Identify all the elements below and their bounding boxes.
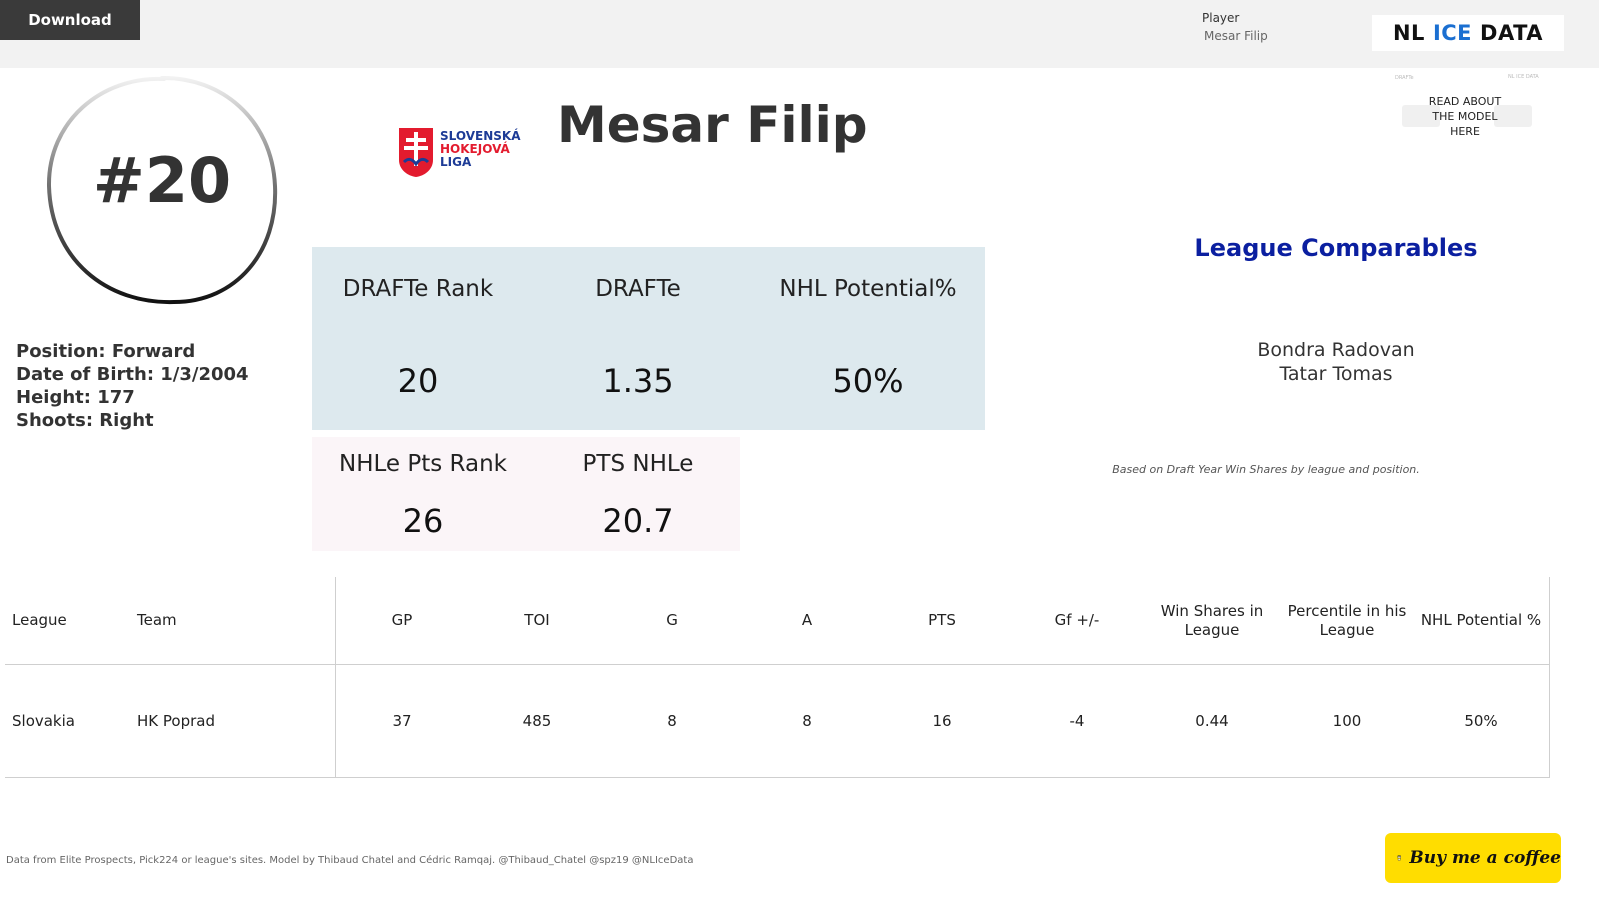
player-filter-label: Player: [1202, 11, 1240, 25]
league-comparables-note: Based on Draft Year Win Shares by league…: [1112, 463, 1420, 476]
draft-kpi-panel: [312, 247, 985, 430]
column-header-a: A: [801, 611, 813, 629]
cell-league: Slovakia: [12, 712, 75, 730]
download-button[interactable]: Download: [0, 0, 140, 40]
player-height: Height: 177: [16, 387, 135, 408]
column-header-g: G: [666, 611, 678, 629]
league-comparables-title: League Comparables: [1194, 234, 1478, 262]
league-logo-line2: HOKEJOVÁ: [440, 141, 511, 156]
nl-ice-data-logo: NL ICE DATA: [1372, 15, 1564, 51]
nhle-pts-rank-label: NHLe Pts Rank: [338, 451, 508, 477]
model-thumb-block: [1494, 105, 1532, 127]
season-stats-table: League Team GP TOI G A PTS Gf +/- Win Sh…: [5, 577, 1550, 778]
column-header-gp: GP: [391, 611, 413, 629]
pts-nhle-label: PTS NHLe: [582, 451, 694, 477]
brand-logo-part-1: NL: [1392, 21, 1425, 45]
nhl-potential-label: NHL Potential%: [779, 276, 957, 302]
league-comparables-list: Bondra Radovan Tatar Tomas: [1136, 338, 1536, 386]
player-name: Mesar Filip: [557, 96, 868, 154]
shl-shield-logo-icon: SLOVENSKÁ HOKEJOVÁ LIGA: [399, 128, 521, 177]
column-header-league: League: [12, 611, 67, 629]
column-header-percentile: Percentile in his League: [1287, 601, 1407, 639]
league-logo-line1: SLOVENSKÁ: [440, 128, 521, 143]
cell-percentile: 100: [1332, 712, 1362, 730]
top-bar: [0, 0, 1599, 68]
table-divider: [5, 664, 1550, 665]
comparable-player[interactable]: Tatar Tomas: [1279, 363, 1393, 385]
table-divider: [335, 577, 336, 778]
nhle-kpi-panel: [312, 437, 740, 551]
brand-logo-part-3: DATA: [1480, 21, 1544, 45]
read-about-model-label[interactable]: READ ABOUT THE MODEL HERE: [1428, 95, 1502, 138]
pts-nhle-value: 20.7: [602, 502, 674, 540]
nhle-pts-rank-value: 26: [402, 502, 444, 540]
model-thumb-text: DRAFTe: [1395, 75, 1414, 81]
coffee-cup-icon: [1397, 855, 1402, 861]
read-about-model-link[interactable]: DRAFTe NL ICE DATA READ ABOUT THE MODEL …: [1392, 72, 1542, 156]
model-thumb-block: [1402, 105, 1440, 127]
player-bio: Position: Forward Date of Birth: 1/3/200…: [16, 340, 249, 432]
column-header-team: Team: [137, 611, 177, 629]
hand-drawn-circle-icon: [46, 75, 278, 305]
player-birth-date: Date of Birth: 1/3/2004: [16, 364, 249, 385]
league-logo: SLOVENSKÁ HOKEJOVÁ LIGA: [396, 124, 526, 178]
comparable-player[interactable]: Bondra Radovan: [1257, 339, 1415, 361]
jersey-number-badge: #20: [46, 74, 278, 306]
data-credit: Data from Elite Prospects, Pick224 or le…: [6, 855, 694, 866]
buy-me-a-coffee-button[interactable]: Buy me a coffee: [1385, 833, 1561, 883]
cell-g: 8: [667, 712, 677, 730]
model-thumb-text: NL ICE DATA: [1508, 74, 1539, 80]
cell-gp: 37: [392, 712, 412, 730]
table-divider: [5, 777, 1550, 778]
drafte-label: DRAFTe: [595, 276, 681, 302]
buy-me-a-coffee-label: Buy me a coffee: [1409, 848, 1561, 868]
column-header-win-shares: Win Shares in League: [1160, 601, 1264, 639]
player-filter-value[interactable]: Mesar Filip: [1204, 29, 1268, 43]
column-header-pts: PTS: [928, 611, 956, 629]
column-header-nhl-potential: NHL Potential %: [1420, 611, 1542, 629]
player-filter[interactable]: Player Mesar Filip: [1202, 11, 1362, 43]
cell-team: HK Poprad: [137, 712, 215, 730]
nhl-potential-value: 50%: [832, 362, 904, 400]
cell-a: 8: [802, 712, 812, 730]
drafte-rank-value: 20: [397, 362, 439, 400]
player-position: Position: Forward: [16, 341, 196, 362]
drafte-rank-label: DRAFTe Rank: [342, 276, 494, 302]
cell-gf-plus-minus: -4: [1069, 712, 1085, 730]
cell-toi: 485: [522, 712, 552, 730]
brand-logo-part-2: ICE: [1432, 21, 1473, 45]
cell-nhl-potential: 50%: [1464, 712, 1498, 730]
league-logo-line3: LIGA: [440, 155, 472, 169]
jersey-number: #20: [92, 144, 232, 217]
cell-pts: 16: [932, 712, 952, 730]
player-shoots: Shoots: Right: [16, 410, 154, 431]
column-header-gf-plus-minus: Gf +/-: [1054, 611, 1100, 629]
drafte-value: 1.35: [602, 362, 674, 400]
cell-win-shares: 0.44: [1195, 712, 1229, 730]
column-header-toi: TOI: [524, 611, 550, 629]
table-divider: [1549, 577, 1550, 778]
